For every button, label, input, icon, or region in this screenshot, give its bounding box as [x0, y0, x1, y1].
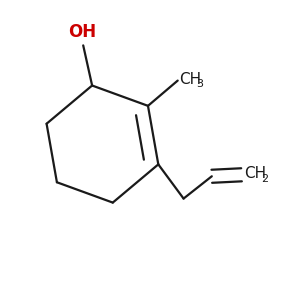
Text: CH: CH — [179, 72, 201, 87]
Text: CH: CH — [244, 167, 266, 182]
Text: 3: 3 — [196, 79, 203, 89]
Text: 2: 2 — [261, 174, 268, 184]
Text: OH: OH — [68, 23, 96, 41]
